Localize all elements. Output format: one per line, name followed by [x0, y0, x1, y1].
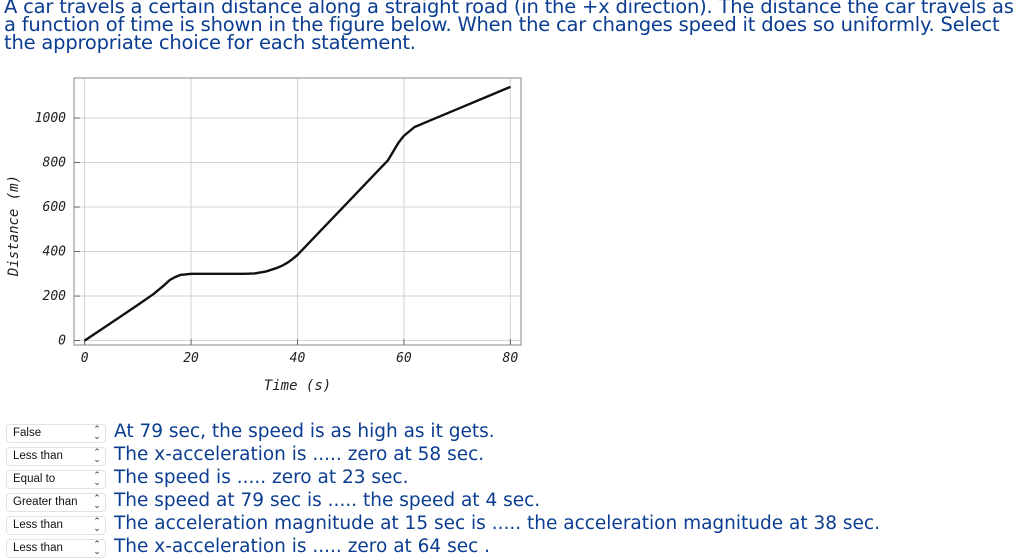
y-tick-label: 1000	[35, 111, 66, 126]
statement-text: The x-acceleration is ..... zero at 58 s…	[114, 444, 485, 465]
series-line	[83, 85, 511, 342]
question-row: Less than ⌃ ⌄ The acceleration magnitude at…	[6, 513, 1006, 537]
problem-intro: A car travels a certain distance along a…	[4, 0, 1014, 54]
x-tick-label: 40	[290, 351, 306, 366]
up-down-chevron-icon: ⌃ ⌄	[93, 516, 101, 533]
statement-text: The speed at 79 sec is ..... the speed a…	[114, 490, 541, 511]
statement-text: The acceleration magnitude at 15 sec is …	[114, 513, 880, 534]
answer-select[interactable]: Less than ⌃ ⌄	[6, 447, 106, 466]
answer-select-value: Less than	[13, 542, 63, 554]
answer-select[interactable]: Less than ⌃ ⌄	[6, 516, 106, 535]
y-tick-label: 600	[43, 200, 67, 215]
question-row: Equal to ⌃ ⌄ The speed is ..... zero at 23 …	[6, 467, 1006, 491]
up-down-chevron-icon: ⌃ ⌄	[93, 424, 101, 441]
up-down-chevron-icon: ⌃ ⌄	[93, 539, 101, 556]
y-axis-label: Distance (m)	[6, 175, 22, 277]
answer-select-value: Less than	[13, 519, 63, 531]
y-tick-label: 800	[43, 156, 67, 171]
y-tick-label: 200	[43, 289, 67, 304]
statement-text: The x-acceleration is ..... zero at 64 s…	[114, 536, 491, 557]
chart-grid	[74, 78, 521, 345]
answer-select[interactable]: Equal to ⌃ ⌄	[6, 470, 106, 489]
question-row: Less than ⌃ ⌄ The x-acceleration is ..... z…	[6, 536, 1006, 560]
x-tick-label: 0	[81, 351, 89, 366]
answer-select-value: Equal to	[13, 473, 56, 485]
statement-text: The speed is ..... zero at 23 sec.	[114, 467, 409, 488]
answer-select-value: Greater than	[13, 496, 78, 508]
up-down-chevron-icon: ⌃ ⌄	[93, 493, 101, 510]
statement-text: At 79 sec, the speed is as high as it ge…	[114, 421, 495, 442]
y-tick-label: 0	[58, 334, 66, 349]
x-tick-label: 80	[503, 351, 519, 366]
x-tick-label: 60	[396, 351, 412, 366]
answer-select[interactable]: False ⌃ ⌄	[6, 424, 106, 443]
y-tick-label: 400	[43, 245, 67, 260]
x-axis-label: Time (s)	[264, 378, 331, 394]
question-row: Less than ⌃ ⌄ The x-acceleration is ..... z…	[6, 444, 1006, 468]
answer-select-value: False	[13, 427, 42, 439]
up-down-chevron-icon: ⌃ ⌄	[93, 447, 101, 464]
answer-select-value: Less than	[13, 450, 63, 462]
x-tick-label: 20	[183, 351, 199, 366]
up-down-chevron-icon: ⌃ ⌄	[93, 470, 101, 487]
answer-select[interactable]: Greater than ⌃ ⌄	[6, 493, 106, 512]
answer-select[interactable]: Less than ⌃ ⌄	[6, 539, 106, 558]
question-row: False ⌃ ⌄ At 79 sec, the speed is as high a…	[6, 421, 1006, 445]
question-row: Greater than ⌃ ⌄ The speed at 79 sec is ...…	[6, 490, 1006, 514]
